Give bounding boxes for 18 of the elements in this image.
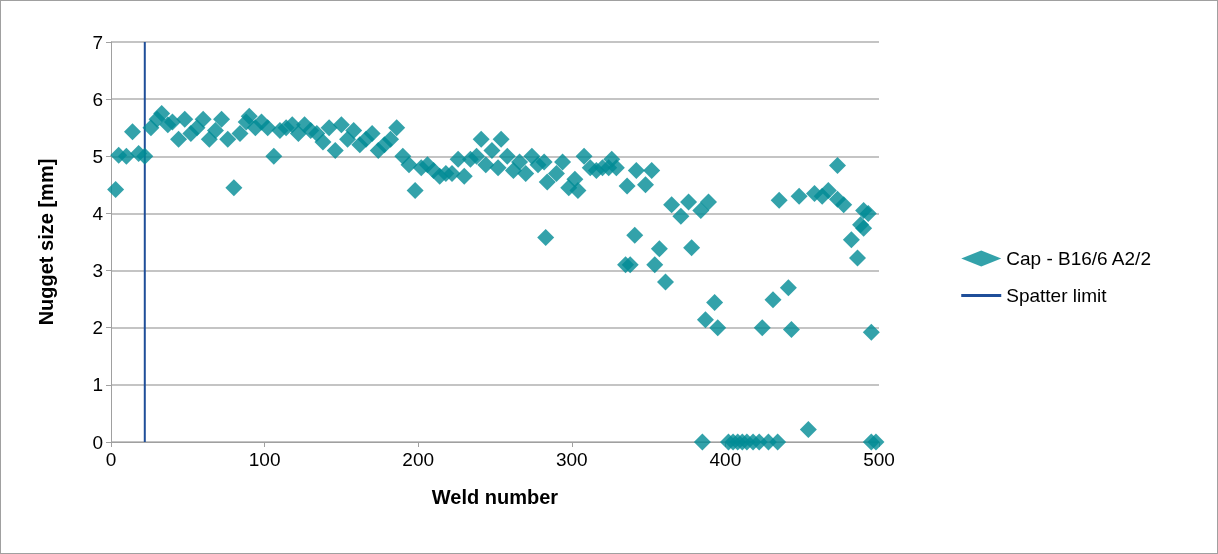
legend-label: Cap - B16/6 A2/2	[1006, 248, 1151, 269]
x-tick-label: 300	[555, 449, 588, 470]
x-tick-label: 200	[402, 449, 435, 470]
x-tick-label: 0	[105, 449, 117, 470]
x-tick-label: 400	[709, 449, 742, 470]
x-tick-label: 100	[248, 449, 281, 470]
y-tick-label: 5	[92, 145, 103, 167]
y-tick-label: 2	[92, 317, 103, 339]
y-tick-label: 4	[92, 202, 104, 224]
y-tick-label: 0	[92, 431, 103, 453]
x-axis-title: Weld number	[431, 486, 559, 508]
legend-label: Spatter limit	[1006, 285, 1108, 306]
x-tick-label: 500	[863, 449, 895, 470]
y-tick-label: 3	[92, 260, 103, 282]
y-tick-label: 6	[92, 88, 103, 110]
y-tick-label: 7	[92, 31, 103, 53]
y-tick-label: 1	[92, 374, 103, 396]
y-axis-title: Nugget size [mm]	[35, 158, 57, 326]
